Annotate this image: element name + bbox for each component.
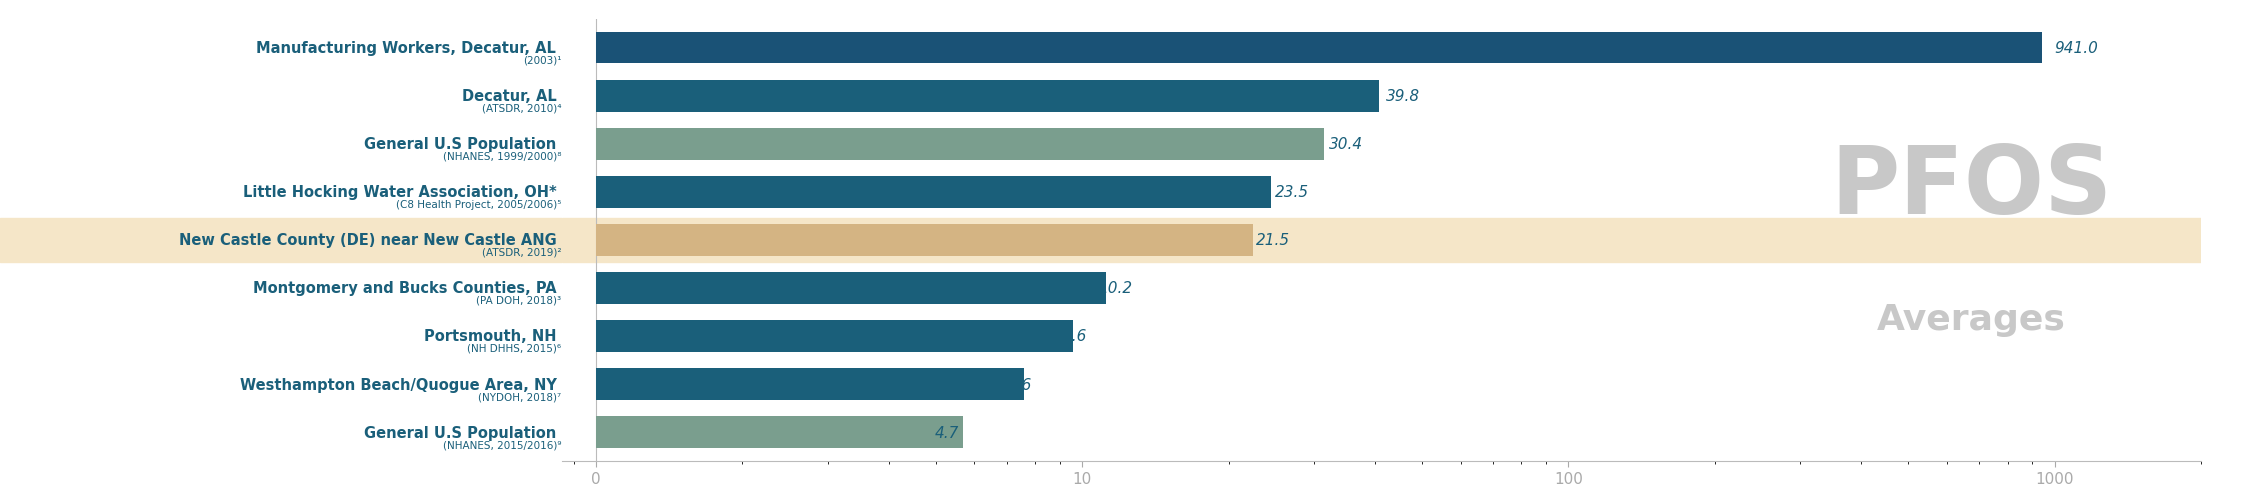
Text: (NYDOH, 2018)⁷: (NYDOH, 2018)⁷ [478,391,562,401]
Text: (2003)¹: (2003)¹ [523,56,562,66]
Text: (ATSDR, 2010)⁴: (ATSDR, 2010)⁴ [483,104,562,114]
Text: 23.5: 23.5 [1276,185,1309,200]
Text: General U.S Population: General U.S Population [364,425,562,440]
Text: (C8 Health Project, 2005/2006)⁵: (C8 Health Project, 2005/2006)⁵ [395,199,562,209]
Text: Decatur, AL: Decatur, AL [463,89,562,104]
Bar [595,225,1253,256]
Text: 4.7: 4.7 [934,425,959,440]
Bar [0,219,562,262]
Text: General U.S Population: General U.S Population [364,137,562,152]
Text: 30.4: 30.4 [1330,137,1363,152]
Bar [562,219,2201,262]
Bar [595,177,1271,208]
Bar [595,33,2042,64]
Text: Westhampton Beach/Quogue Area, NY: Westhampton Beach/Quogue Area, NY [240,377,562,392]
Text: (NHANES, 1999/2000)⁸: (NHANES, 1999/2000)⁸ [442,152,562,162]
Text: PFOS: PFOS [1830,142,2113,233]
Bar [595,129,1323,160]
Text: 10.2: 10.2 [1098,281,1132,296]
Text: 21.5: 21.5 [1256,233,1289,248]
Bar [595,81,1379,112]
Text: New Castle County (DE) near New Castle ANG: New Castle County (DE) near New Castle A… [180,233,562,248]
Text: 6.6: 6.6 [1006,377,1031,392]
Text: (NH DHHS, 2015)⁶: (NH DHHS, 2015)⁶ [467,343,562,353]
Bar [595,321,1074,352]
Text: Montgomery and Bucks Counties, PA: Montgomery and Bucks Counties, PA [254,281,562,296]
Bar [595,417,964,448]
Text: (ATSDR, 2019)²: (ATSDR, 2019)² [483,247,562,258]
Text: Little Hocking Water Association, OH*: Little Hocking Water Association, OH* [243,185,562,200]
Text: Portsmouth, NH: Portsmouth, NH [424,329,562,344]
Text: 39.8: 39.8 [1386,89,1419,104]
Text: Averages: Averages [1878,303,2066,337]
Bar [595,273,1105,304]
Text: Manufacturing Workers, Decatur, AL: Manufacturing Workers, Decatur, AL [256,41,562,56]
Text: 8.6: 8.6 [1062,329,1087,344]
Bar [595,369,1024,400]
Text: (PA DOH, 2018)³: (PA DOH, 2018)³ [476,296,562,306]
Text: (NHANES, 2015/2016)⁹: (NHANES, 2015/2016)⁹ [442,439,562,449]
Text: 941.0: 941.0 [2055,41,2098,56]
